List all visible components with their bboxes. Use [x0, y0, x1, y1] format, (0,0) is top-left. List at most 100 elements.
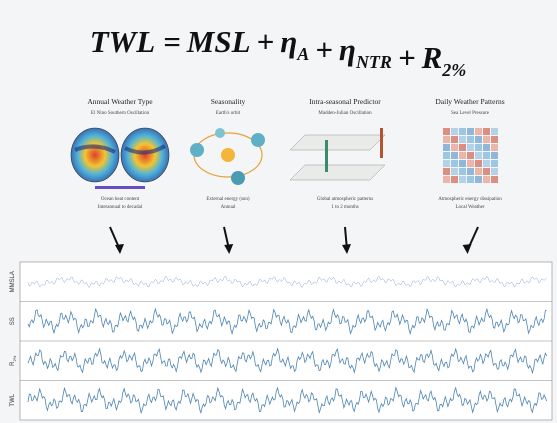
globe: [71, 128, 119, 182]
cell: [483, 152, 490, 159]
cell: [491, 128, 498, 135]
cell: [459, 152, 466, 159]
cell: [443, 168, 450, 175]
cell: [451, 168, 458, 175]
sun: [221, 148, 235, 162]
panel-caption: External energy (sun): [206, 197, 250, 202]
ts-label: TWL: [10, 393, 16, 406]
cell: [483, 176, 490, 183]
ts-label-sub: 2%: [12, 355, 17, 361]
cell: [459, 144, 466, 151]
globe: [121, 128, 169, 182]
cell: [491, 152, 498, 159]
eq-sub: 2%: [441, 60, 466, 80]
panel-title: Intra-seasonal Predictor: [309, 97, 381, 106]
cell: [459, 160, 466, 167]
panel-caption: Atmospheric energy dissipation: [438, 197, 502, 202]
cell: [475, 160, 482, 167]
eq-term: η: [280, 24, 297, 59]
eq-op: +: [257, 24, 275, 59]
cell: [467, 176, 474, 183]
figure: TWL=MSL+ηA+ηNTR+R2% Annual Weather TypeE…: [0, 0, 557, 423]
panel-subtitle: Sea Level Pressure: [451, 111, 490, 116]
cell: [491, 168, 498, 175]
cell: [443, 144, 450, 151]
earth: [251, 133, 265, 147]
cell: [451, 136, 458, 143]
ts-label: MMSLA: [10, 271, 16, 292]
ts-label-main: TWL: [10, 393, 16, 406]
cell: [475, 176, 482, 183]
cell: [475, 144, 482, 151]
cell: [467, 152, 474, 159]
panel-caption: Annual: [221, 205, 236, 210]
eq-term: η: [339, 32, 356, 67]
cell: [451, 176, 458, 183]
cell: [443, 160, 450, 167]
panel-caption: Local Weather: [455, 205, 484, 210]
cell: [475, 136, 482, 143]
cell: [451, 160, 458, 167]
eq-lhs: TWL: [90, 24, 155, 59]
spike: [325, 140, 328, 172]
cell: [475, 168, 482, 175]
eq-term: MSL: [186, 24, 251, 59]
panel-title: Seasonality: [211, 97, 246, 106]
eq-sub: NTR: [355, 52, 392, 72]
panel-caption: Ocean heat content: [101, 197, 140, 202]
ts-label: R2%: [10, 355, 17, 366]
cell: [491, 176, 498, 183]
eq-op: +: [398, 40, 416, 75]
panel-caption: Interannual to decadal: [98, 205, 143, 210]
earth: [190, 143, 204, 157]
spike: [380, 128, 383, 158]
plane: [290, 135, 385, 150]
earth: [215, 128, 225, 138]
cell: [491, 160, 498, 167]
cell: [467, 128, 474, 135]
ts-label-main: SS: [10, 317, 16, 325]
cell: [459, 136, 466, 143]
colorbar: [95, 186, 145, 189]
cell: [467, 160, 474, 167]
panel-subtitle: Madden-Julian Oscillation: [318, 111, 372, 116]
cell: [483, 136, 490, 143]
cell: [467, 144, 474, 151]
cell: [443, 152, 450, 159]
cell: [451, 152, 458, 159]
earth: [231, 171, 245, 185]
time-series: MMSLA SS R2% TWL: [10, 262, 552, 420]
panel-subtitle: Earth's orbit: [216, 111, 241, 116]
eq-op: =: [163, 24, 181, 59]
panel-subtitle: El Nino Southern Oscillation: [91, 111, 150, 116]
cell: [467, 136, 474, 143]
panel-title: Annual Weather Type: [87, 97, 153, 106]
cell: [483, 168, 490, 175]
plane: [290, 165, 385, 180]
cell: [459, 176, 466, 183]
cell: [483, 144, 490, 151]
cell: [459, 128, 466, 135]
ts-label: SS: [10, 317, 16, 325]
eq-sub: A: [296, 44, 309, 64]
cell: [451, 128, 458, 135]
cell: [443, 136, 450, 143]
ts-label-main: MMSLA: [10, 271, 16, 292]
panel-caption: Global atmospheric patterns: [317, 197, 373, 202]
cell: [483, 128, 490, 135]
cell: [467, 168, 474, 175]
cell: [491, 136, 498, 143]
cell: [491, 144, 498, 151]
eq-op: +: [315, 32, 333, 67]
cell: [475, 128, 482, 135]
eq-term: R: [421, 40, 443, 75]
weather-grid: [443, 128, 498, 183]
panel-title: Daily Weather Patterns: [435, 97, 504, 106]
cell: [483, 160, 490, 167]
cell: [475, 152, 482, 159]
cell: [443, 176, 450, 183]
cell: [443, 128, 450, 135]
cell: [451, 144, 458, 151]
cell: [459, 168, 466, 175]
panel-caption: 1 to 2 months: [331, 205, 358, 210]
